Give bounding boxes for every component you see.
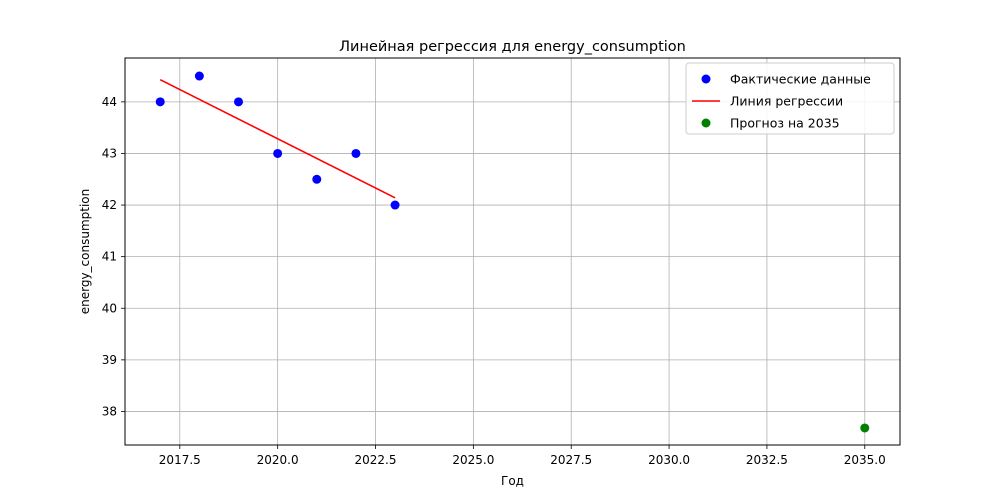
data-point — [194, 71, 204, 81]
chart-title: Линейная регрессия для energy_consumptio… — [339, 39, 686, 55]
forecast-point — [860, 423, 870, 433]
legend-label: Линия регрессии — [730, 94, 843, 109]
y-tick-label: 42 — [102, 198, 117, 212]
x-tick-label: 2035.0 — [844, 453, 886, 467]
data-point — [155, 97, 165, 107]
x-tick-label: 2022.5 — [355, 453, 397, 467]
y-tick-label: 38 — [102, 404, 117, 418]
legend-label: Прогноз на 2035 — [730, 116, 840, 131]
x-tick-label: 2032.5 — [746, 453, 788, 467]
data-point — [312, 174, 322, 184]
y-axis-label: energy_consumption — [78, 189, 92, 315]
data-point — [234, 97, 244, 107]
x-tick-label: 2027.5 — [550, 453, 592, 467]
data-point — [351, 148, 361, 158]
data-point — [273, 148, 283, 158]
y-tick-label: 39 — [102, 353, 117, 367]
legend-label: Фактические данные — [730, 72, 871, 87]
y-tick-label: 40 — [102, 301, 117, 315]
legend-box — [685, 62, 895, 135]
regression-line — [159, 78, 396, 199]
data-point — [390, 200, 400, 210]
legend: Фактические данные Линия регрессии Прогноз… — [685, 62, 895, 135]
y-tick-label: 41 — [102, 250, 117, 264]
x-axis-label: Год — [501, 474, 524, 488]
axes-frame — [124, 57, 901, 446]
y-tick-label: 44 — [102, 95, 117, 109]
legend-marker-swatch — [701, 74, 711, 84]
legend-marker-swatch — [701, 118, 711, 128]
y-tick-label: 43 — [102, 146, 117, 160]
x-tick-label: 2017.5 — [159, 453, 201, 467]
x-tick-label: 2020.0 — [257, 453, 299, 467]
axis-ticks: 2017.5 2020.0 2022.5 2025.0 2027.5 2030.0 2032… — [102, 95, 886, 467]
x-tick-label: 2025.0 — [452, 453, 494, 467]
plot-area — [155, 71, 870, 433]
x-tick-label: 2030.0 — [648, 453, 690, 467]
